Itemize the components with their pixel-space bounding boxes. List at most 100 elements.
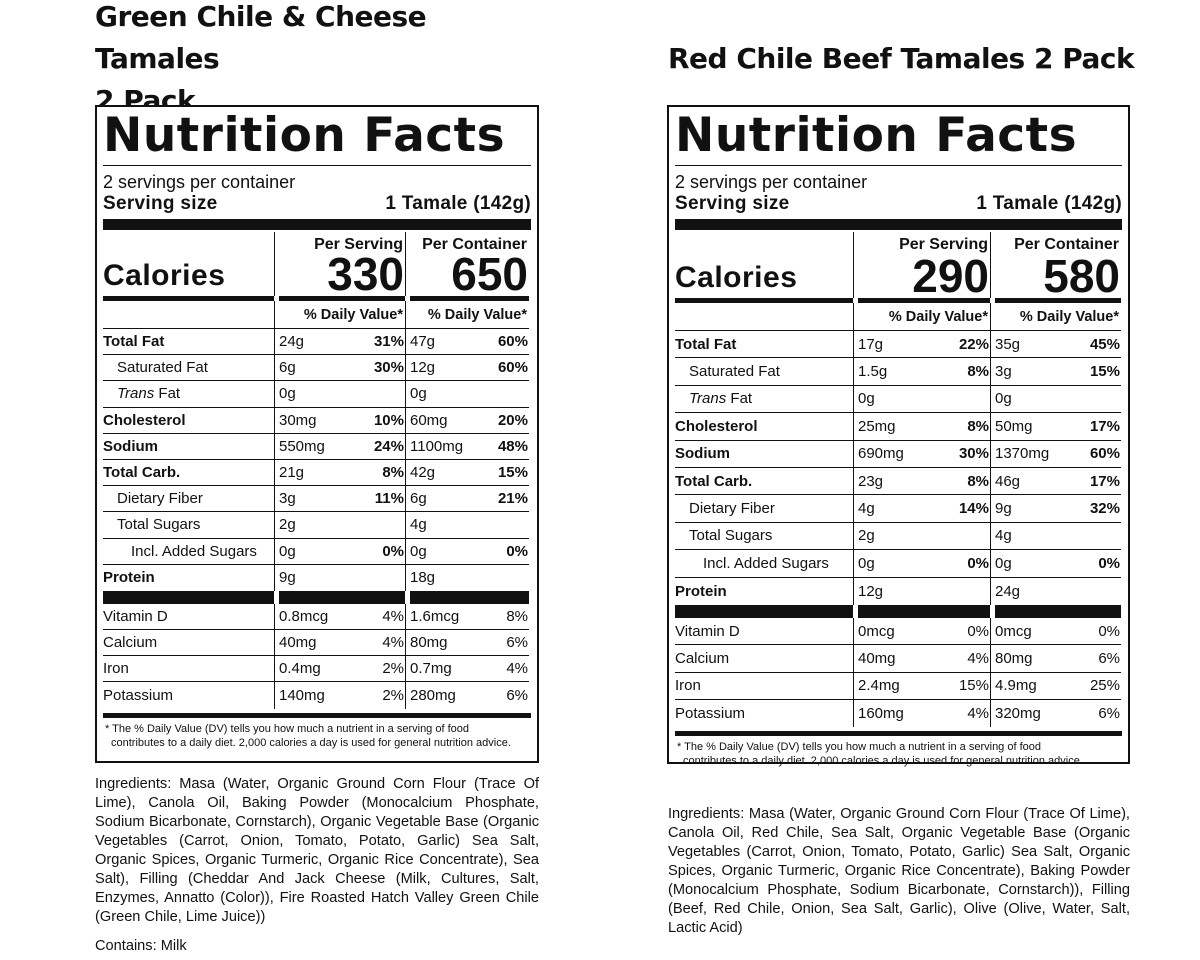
per-serving-value-cell: 2g <box>853 522 990 551</box>
nutrient-name-cell: Incl. Added Sugars <box>675 550 853 578</box>
amount: 550mg <box>279 437 325 455</box>
value-pair: 0g 0% <box>406 543 529 560</box>
amount: 47g <box>410 333 436 351</box>
daily-value-percent: 17% <box>1089 417 1120 435</box>
daily-value-percent: 45% <box>1089 335 1120 353</box>
daily-value-percent: 8% <box>967 363 989 381</box>
per-container-value-cell: 3g 15% <box>990 358 1121 386</box>
daily-value-percent: 30% <box>958 445 989 463</box>
value-pair: 0g 0% <box>275 543 405 560</box>
medium-bar <box>279 296 405 301</box>
amount: 320mg <box>995 705 1041 723</box>
amount: 0g <box>995 390 1012 408</box>
daily-value-percent: 4% <box>382 607 404 625</box>
micronutrient-name-cell: Potassium <box>103 682 274 708</box>
value-pair: 24g <box>991 583 1121 600</box>
calories-per-container-cell: Per Container 580 <box>990 232 1121 299</box>
value-pair: 50mg 17% <box>991 418 1121 435</box>
nutrition-facts-heading: Nutrition Facts <box>675 108 1078 163</box>
daily-value-percent: 4% <box>967 705 989 723</box>
micronutrient-name: Calcium <box>675 649 730 667</box>
medium-bar <box>995 298 1121 303</box>
amount: 12g <box>410 359 436 377</box>
footnote-line-2: contributes to a daily diet. 2,000 calor… <box>683 755 1083 768</box>
micro-per-serving-cell: 0.8mcg 4% <box>274 603 405 631</box>
amount: 2g <box>858 527 875 545</box>
daily-value-percent: 0% <box>1098 554 1120 572</box>
micro-per-serving-cell: 140mg 2% <box>274 682 405 709</box>
amount: 3g <box>279 490 296 508</box>
amount: 80mg <box>410 634 448 652</box>
daily-value-percent: 22% <box>958 335 989 353</box>
nutrient-name-cell: Protein <box>675 578 853 605</box>
daily-value-percent: 25% <box>1089 677 1120 695</box>
nutrient-name: Total Fat <box>675 335 737 353</box>
calories-label: Calories <box>675 261 798 294</box>
daily-value-percent: 15% <box>1089 363 1120 381</box>
per-serving-value-cell: 17g 22% <box>853 331 990 359</box>
nutrient-name-italic: Trans <box>117 385 155 403</box>
daily-value-percent: 48% <box>497 437 528 455</box>
calories-per-container: 650 <box>451 248 528 300</box>
nutrient-name: Total Carb. <box>103 464 181 482</box>
per-serving-value-cell: 9g <box>274 564 405 591</box>
serving-size-row: Serving size 1 Tamale (142g) <box>675 193 1122 215</box>
per-serving-value-cell: 1.5g 8% <box>853 358 990 386</box>
daily-value-percent: 8% <box>382 464 404 482</box>
ingredients-green-chile: Ingredients: Masa (Water, Organic Ground… <box>95 776 539 925</box>
value-pair: 12g <box>854 583 990 600</box>
per-container-value-cell: 0g <box>990 385 1121 414</box>
per-container-value-cell: 35g 45% <box>990 331 1121 359</box>
thick-bar <box>675 604 853 618</box>
value-pair: 3g 11% <box>275 490 405 507</box>
nutrient-name: Saturated Fat <box>689 363 780 381</box>
micronutrient-name: Vitamin D <box>675 622 740 640</box>
per-container-value-cell: 18g <box>405 564 529 591</box>
amount: 0.7mg <box>410 660 452 678</box>
dv-header-container: % Daily Value* <box>427 306 527 323</box>
value-pair: 0mcg 0% <box>854 623 990 640</box>
footnote-line-1: * The % Daily Value (DV) tells you how m… <box>105 722 469 735</box>
micronutrient-name-cell: Vitamin D <box>675 618 853 646</box>
bottom-bar <box>675 731 1122 737</box>
value-pair: 30mg 10% <box>275 412 405 429</box>
amount: 0mcg <box>858 622 895 640</box>
value-pair: 18g <box>406 569 529 586</box>
medium-bar <box>675 298 853 303</box>
amount: 25mg <box>858 417 896 435</box>
amount: 4g <box>995 527 1012 545</box>
thick-bar <box>995 604 1121 618</box>
value-pair: 0mcg 0% <box>991 623 1121 640</box>
amount: 140mg <box>279 687 325 705</box>
daily-value-percent: 0% <box>967 554 989 572</box>
value-pair: 42g 15% <box>406 464 529 481</box>
per-container-header: Per Container <box>1014 236 1119 253</box>
per-serving-header: Per Serving <box>314 236 403 253</box>
daily-value-percent: 2% <box>382 660 404 678</box>
micro-per-container-cell: 320mg 6% <box>990 700 1121 728</box>
nutrient-name: Total Sugars <box>689 527 773 545</box>
dv-header-container-cell: % Daily Value* <box>405 301 529 329</box>
per-serving-value-cell: 690mg 30% <box>853 440 990 468</box>
per-container-value-cell: 4g <box>990 522 1121 551</box>
value-pair: 12g 60% <box>406 359 529 376</box>
value-pair: 0g <box>406 385 529 402</box>
micro-per-container-cell: 4.9mg 25% <box>990 672 1121 701</box>
amount: 0.8mcg <box>279 607 329 625</box>
amount: 0g <box>410 385 427 403</box>
thick-bar <box>858 604 990 618</box>
daily-value-percent: 15% <box>497 464 528 482</box>
value-pair: 47g 60% <box>406 333 529 350</box>
amount: 690mg <box>858 445 904 463</box>
servings-per-container: 2 servings per container <box>103 172 296 192</box>
daily-value-percent: 4% <box>506 660 528 678</box>
calories-per-container-cell: Per Container 650 <box>405 232 529 300</box>
daily-value-percent: 0% <box>382 542 404 560</box>
value-pair: 24g 31% <box>275 333 405 350</box>
nutrient-name: Fat <box>154 385 181 403</box>
daily-value-percent: 31% <box>373 333 404 351</box>
nutrient-name: Fat <box>726 390 753 408</box>
value-pair: 0g 0% <box>991 555 1121 572</box>
amount: 0g <box>410 542 427 560</box>
amount: 4.9mg <box>995 677 1037 695</box>
